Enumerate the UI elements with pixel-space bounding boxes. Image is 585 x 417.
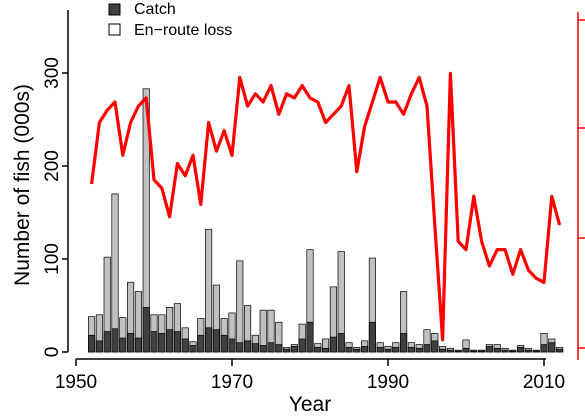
bar-total	[111, 193, 119, 353]
bar-catch	[111, 328, 119, 353]
bar-catch	[95, 340, 103, 353]
bar-catch	[524, 349, 532, 353]
bar-catch	[493, 347, 501, 353]
bar-group	[88, 88, 564, 353]
bar-catch	[103, 331, 111, 353]
bar-catch	[166, 329, 174, 353]
bar-catch	[173, 331, 181, 353]
bar-catch	[509, 350, 517, 353]
bar-catch	[212, 329, 220, 353]
bar-catch	[556, 348, 564, 353]
x-tick-label: 1990	[367, 372, 409, 393]
x-tick-label: 1970	[211, 372, 253, 393]
bar-total	[236, 260, 244, 353]
legend-swatch-catch	[108, 3, 121, 16]
bar-catch	[407, 347, 415, 353]
bar-catch	[142, 307, 150, 353]
bar-catch	[540, 344, 548, 353]
bar-catch	[259, 345, 267, 353]
bar-catch	[446, 349, 454, 353]
left-axis: 0 100 200 300	[42, 10, 69, 358]
right-axis-series-line	[90, 71, 562, 342]
bar-catch	[189, 345, 197, 353]
bar-catch	[439, 348, 447, 353]
bar-catch	[501, 349, 509, 353]
bar-catch	[353, 348, 361, 353]
bar-catch	[361, 346, 369, 353]
bar-catch	[337, 333, 345, 353]
bar-catch	[181, 338, 189, 353]
bar-catch	[314, 347, 322, 353]
y-tick-label: 300	[42, 57, 63, 89]
bar-catch	[158, 333, 166, 353]
bar-catch	[127, 333, 135, 353]
bar-catch	[478, 350, 486, 353]
bar-catch	[322, 347, 330, 353]
y-tick-label: 100	[42, 243, 63, 275]
bar-catch	[290, 346, 298, 353]
bar-catch	[517, 347, 525, 353]
bar-catch	[485, 346, 493, 353]
legend: Catch En−route loss	[108, 1, 232, 39]
bar-catch	[205, 327, 213, 353]
y-axis-title: Number of fish (000s)	[11, 84, 34, 286]
bar-catch	[431, 340, 439, 353]
bar-catch	[267, 342, 275, 353]
bar-catch	[220, 334, 228, 353]
bar-catch	[329, 336, 337, 353]
bar-catch	[236, 342, 244, 353]
bar-catch	[548, 342, 556, 353]
y-tick-label: 0	[42, 347, 63, 358]
x-tick-label: 2010	[523, 372, 565, 393]
x-axis-title: Year	[289, 393, 331, 416]
right-axis: 0200400	[577, 12, 585, 360]
bar-catch	[298, 338, 306, 353]
bar-catch	[119, 337, 127, 353]
legend-label-catch: Catch	[134, 1, 176, 18]
bar-catch	[368, 321, 376, 353]
y-tick-label: 200	[42, 150, 63, 182]
bar-catch	[345, 347, 353, 353]
line-group	[90, 71, 562, 342]
bar-catch	[88, 334, 96, 353]
bar-catch	[197, 334, 205, 353]
bar-catch	[251, 343, 259, 353]
bar-catch	[532, 350, 540, 353]
bar-catch	[283, 348, 291, 353]
x-tick-label: 1950	[55, 372, 97, 393]
bar-catch	[134, 337, 142, 353]
bar-catch	[392, 347, 400, 353]
bar-catch	[462, 347, 470, 353]
bar-catch	[275, 344, 283, 353]
bar-catch	[376, 347, 384, 353]
bar-catch	[150, 331, 158, 353]
bar-catch	[470, 350, 478, 353]
bar-catch	[228, 338, 236, 353]
bar-catch	[423, 344, 431, 353]
legend-label-en-route-loss: En−route loss	[134, 22, 232, 39]
bar-catch	[415, 347, 423, 353]
bar-catch	[306, 321, 314, 353]
bar-catch	[400, 333, 408, 353]
bar-catch	[454, 350, 462, 353]
legend-swatch-en-route-loss	[108, 23, 121, 36]
bar-catch	[384, 348, 392, 353]
bar-catch	[244, 340, 252, 353]
bottom-axis: 1950 1970 1990 2010	[55, 358, 565, 393]
